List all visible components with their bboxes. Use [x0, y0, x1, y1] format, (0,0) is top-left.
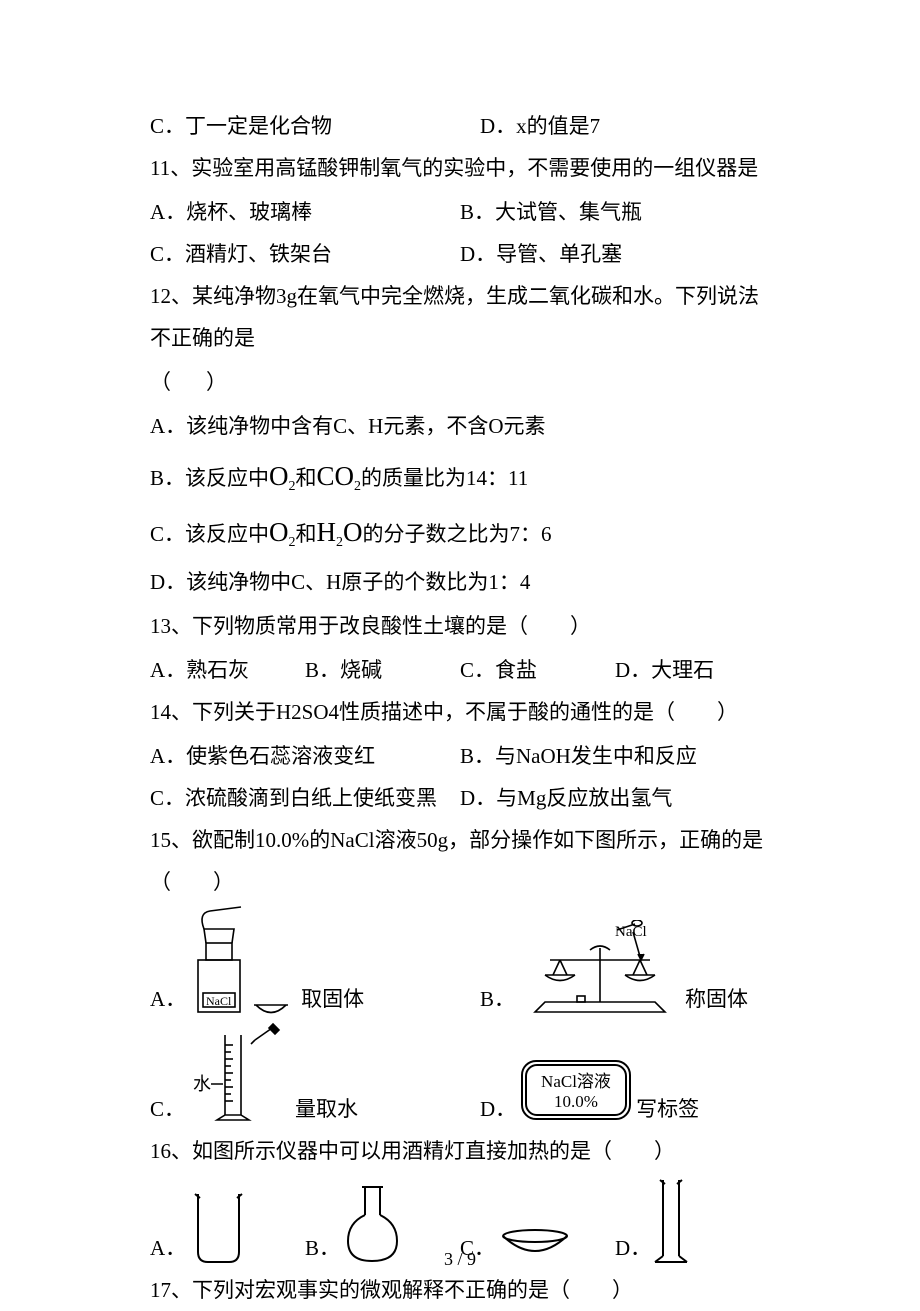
q15-b-letter: B．: [480, 978, 515, 1020]
q11-option-b: B．大试管、集气瓶: [460, 191, 642, 233]
labeled-bottle-icon: NaCl溶液 10.0%: [516, 1055, 636, 1130]
q12-b-post: 的质量比为14：11: [361, 466, 528, 490]
q13-option-b: B．烧碱: [305, 649, 460, 691]
q11-option-d: D．导管、单孔塞: [460, 233, 622, 275]
q12-b-o2: O: [269, 461, 289, 491]
q15-d-label: 写标签: [636, 1088, 699, 1130]
q14-option-a: A．使紫色石蕊溶液变红: [150, 735, 460, 777]
q12-c-o2: O: [269, 517, 289, 547]
q12-c-h: H: [317, 517, 337, 547]
svg-text:NaCl: NaCl: [615, 924, 647, 940]
q15-option-d: D． NaCl溶液 10.0% 写标签: [480, 1055, 699, 1130]
page-footer: 3 / 9: [0, 1241, 920, 1277]
q11-row2: C．酒精灯、铁架台 D．导管、单孔塞: [150, 233, 770, 275]
balance-scale-icon: NaCl: [515, 920, 685, 1020]
q16-stem: 16、如图所示仪器中可以用酒精灯直接加热的是（ ）: [150, 1130, 770, 1172]
q11-row1: A．烧杯、玻璃棒 B．大试管、集气瓶: [150, 191, 770, 233]
q10-options: C．丁一定是化合物 D．x的值是7: [150, 105, 770, 147]
q10-option-d: D．x的值是7: [480, 105, 600, 147]
q12-c-post: 的分子数之比为7：6: [363, 522, 552, 546]
q15-option-a: A． NaCl 取固体: [150, 905, 480, 1020]
q12-b-and: 和: [296, 466, 317, 490]
q12-c-pre: C．该反应中: [150, 522, 269, 546]
q15-a-label: 取固体: [301, 978, 364, 1020]
q12-c-and: 和: [296, 522, 317, 546]
q13-option-c: C．食盐: [460, 649, 615, 691]
q14-row2: C．浓硫酸滴到白纸上使纸变黑 D．与Mg反应放出氢气: [150, 777, 770, 819]
q11-option-a: A．烧杯、玻璃棒: [150, 191, 460, 233]
q12-option-d: D．该纯净物中C、H原子的个数比为1：4: [150, 561, 770, 603]
q13-stem: 13、下列物质常用于改良酸性土壤的是（ ）: [150, 605, 770, 647]
q12-b-co2: CO: [317, 461, 355, 491]
graduated-cylinder-icon: 水: [185, 1020, 295, 1130]
q12-stem2: （）: [150, 361, 770, 403]
q12-option-b: B．该反应中O2和CO2的质量比为14：11: [150, 449, 770, 503]
q12-option-c: C．该反应中O2和H2O的分子数之比为7：6: [150, 505, 770, 559]
svg-text:NaCl: NaCl: [206, 994, 232, 1008]
q12-paren-open: （: [150, 370, 171, 394]
q15-a-letter: A．: [150, 978, 186, 1020]
q13-option-d: D．大理石: [615, 649, 770, 691]
q11-option-c: C．酒精灯、铁架台: [150, 233, 460, 275]
q10-option-c: C．丁一定是化合物: [150, 105, 480, 147]
q14-option-d: D．与Mg反应放出氢气: [460, 777, 672, 819]
q15-row-cd: C． 水: [150, 1020, 770, 1130]
q14-option-b: B．与NaOH发生中和反应: [460, 735, 697, 777]
q15-row-ab: A． NaCl 取固体 B．: [150, 905, 770, 1020]
q15-d-letter: D．: [480, 1088, 516, 1130]
q12-option-a: A．该纯净物中含有C、H元素，不含O元素: [150, 405, 770, 447]
q14-option-c: C．浓硫酸滴到白纸上使纸变黑: [150, 777, 460, 819]
q12-b-pre: B．该反应中: [150, 466, 269, 490]
q15-b-label: 称固体: [685, 978, 748, 1020]
q15-stem: 15、欲配制10.0%的NaCl溶液50g，部分操作如下图所示，正确的是（ ）: [150, 819, 770, 903]
svg-text:水: 水: [193, 1074, 211, 1094]
q15-c-letter: C．: [150, 1088, 185, 1130]
q11-stem: 11、实验室用高锰酸钾制氧气的实验中，不需要使用的一组仪器是: [150, 147, 770, 189]
q15-option-c: C． 水: [150, 1020, 480, 1130]
q15-c-label: 量取水: [295, 1088, 358, 1130]
q13-options: A．熟石灰 B．烧碱 C．食盐 D．大理石: [150, 649, 770, 691]
svg-text:10.0%: 10.0%: [554, 1092, 598, 1111]
q14-row1: A．使紫色石蕊溶液变红 B．与NaOH发生中和反应: [150, 735, 770, 777]
q15-option-b: B．: [480, 920, 748, 1020]
reagent-bottle-icon: NaCl: [186, 905, 301, 1020]
q12-stem1: 12、某纯净物3g在氧气中完全燃烧，生成二氧化碳和水。下列说法不正确的是: [150, 275, 770, 359]
svg-text:NaCl溶液: NaCl溶液: [541, 1072, 611, 1091]
q12-paren-close: ）: [206, 370, 227, 394]
q13-option-a: A．熟石灰: [150, 649, 305, 691]
q14-stem: 14、下列关于H2SO4性质描述中，不属于酸的通性的是（ ）: [150, 691, 770, 733]
q12-c-o: O: [343, 517, 363, 547]
